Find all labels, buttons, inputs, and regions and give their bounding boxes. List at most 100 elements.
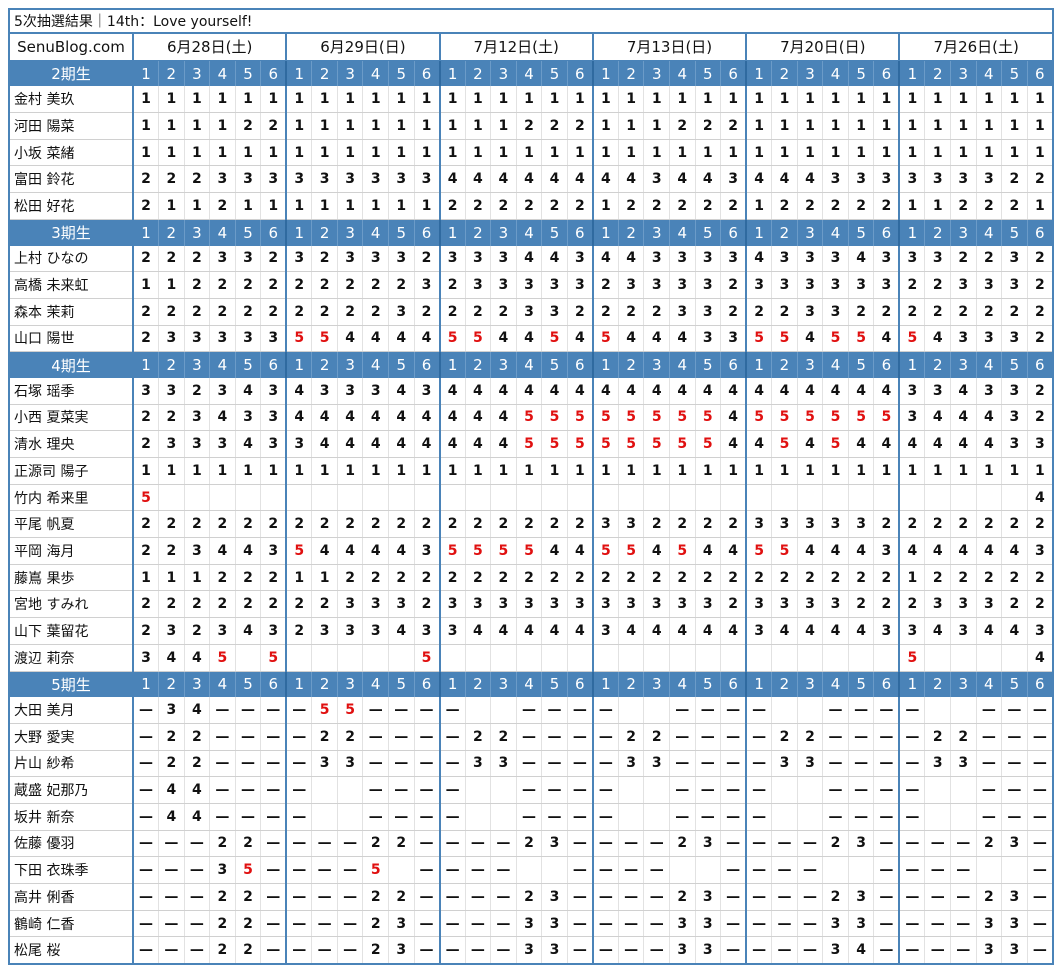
result-cell: — — [1026, 883, 1053, 911]
result-cell: 2 — [975, 192, 1002, 220]
result-cell: — — [413, 883, 440, 911]
result-cell — [336, 644, 363, 672]
result-cell: — — [694, 776, 721, 804]
result-cell: 4 — [158, 803, 185, 831]
result-cell: 4 — [668, 325, 696, 353]
result-cell: — — [362, 723, 389, 751]
result-cell: 3 — [643, 245, 670, 273]
result-cell: 1 — [745, 112, 772, 140]
result-cell — [311, 776, 338, 804]
result-cell: — — [260, 910, 287, 938]
result-cell: — — [438, 856, 466, 884]
result-cell: 4 — [822, 377, 849, 405]
result-cell: 1 — [438, 112, 466, 140]
result-cell: 1 — [413, 112, 440, 140]
result-cell: 2 — [694, 112, 721, 140]
result-cell: 3 — [694, 298, 721, 326]
result-cell — [771, 484, 798, 512]
part-number: 4 — [209, 60, 236, 87]
result-cell: 5 — [541, 404, 568, 432]
result-cell: 3 — [541, 883, 568, 911]
member-row: 山下 葉留花 2 3 2 3 4 3 2 3 3 3 4 3 3 4 4 4 4 4 3 4 4 4 4 4 3 4 4 4 4 3 3 4 3 4… — [9, 617, 1053, 645]
result-cell: 4 — [490, 325, 517, 353]
part-number: 4 — [515, 671, 542, 698]
result-cell: 1 — [591, 86, 619, 114]
result-cell: 2 — [285, 590, 312, 619]
result-cell: 1 — [1001, 457, 1028, 485]
results-sheet: 5次抽選結果｜14th：Love yourself! SenuBlog.com … — [8, 8, 1054, 965]
result-cell: 1 — [387, 86, 415, 114]
result-cell: 4 — [591, 165, 619, 194]
member-name: 片山 紗希 — [9, 750, 134, 778]
result-cell: 3 — [413, 537, 440, 565]
result-cell: 5 — [566, 404, 593, 432]
result-cell: 2 — [183, 617, 210, 645]
result-cell: 5 — [771, 404, 798, 432]
result-cell: 2 — [183, 298, 210, 326]
result-cell: 3 — [950, 271, 977, 299]
result-cell — [438, 484, 466, 512]
result-cell: 1 — [975, 86, 1002, 114]
member-name: 大田 美月 — [9, 697, 134, 724]
result-cell: 3 — [1001, 271, 1028, 299]
result-cell: 3 — [694, 590, 721, 619]
part-number: 1 — [745, 351, 772, 378]
result-cell: 2 — [260, 112, 287, 140]
result-cell: 2 — [1026, 590, 1053, 619]
date-header: 6月28日(土) — [131, 33, 287, 61]
part-number: 3 — [796, 60, 823, 87]
result-cell: 3 — [847, 883, 874, 911]
result-cell: 1 — [873, 86, 900, 114]
member-name: 平岡 海月 — [9, 537, 134, 565]
result-cell: — — [873, 750, 900, 778]
result-cell: 2 — [668, 883, 696, 911]
result-cell: — — [745, 883, 772, 911]
result-cell: 4 — [1001, 617, 1028, 645]
result-cell: 1 — [183, 192, 210, 220]
result-cell: 1 — [924, 192, 951, 220]
result-cell: 3 — [387, 910, 415, 938]
result-cell: 1 — [771, 86, 798, 114]
result-cell: — — [260, 697, 287, 724]
result-cell: 2 — [796, 723, 823, 751]
result-cell: 1 — [566, 139, 593, 167]
result-cell: 3 — [132, 644, 159, 672]
result-cell: 3 — [668, 910, 696, 938]
result-cell: 3 — [975, 377, 1002, 405]
result-cell: 3 — [285, 430, 312, 458]
member-row: 片山 紗希 —2 2— — — —3 3— — — —3 3— — — —3 3— — — —3 3— — — —3 3— —… — [9, 750, 1053, 778]
result-cell: 1 — [1001, 86, 1028, 114]
result-cell: 4 — [413, 404, 440, 432]
result-cell: 3 — [1026, 617, 1053, 645]
result-cell: 1 — [694, 457, 721, 485]
result-cell: 3 — [720, 325, 747, 353]
result-cell: 1 — [234, 86, 261, 114]
result-cell: 3 — [617, 510, 644, 539]
part-number: 5 — [1001, 219, 1028, 246]
result-cell: 4 — [771, 165, 798, 194]
result-cell: 3 — [694, 910, 721, 938]
member-row: 竹内 希来里 5 4 — [9, 484, 1053, 512]
result-cell: 3 — [234, 325, 261, 353]
result-cell: 1 — [311, 457, 338, 485]
result-cell: 2 — [209, 271, 236, 299]
result-cell: 3 — [541, 910, 568, 938]
result-cell: — — [873, 830, 900, 858]
result-cell: 1 — [591, 139, 619, 167]
result-cell: 2 — [413, 245, 440, 273]
result-cell: 4 — [617, 617, 644, 645]
result-cell: 3 — [234, 245, 261, 273]
result-cell: 4 — [771, 617, 798, 645]
result-cell: — — [464, 910, 491, 938]
result-cell — [490, 484, 517, 512]
result-cell: — — [668, 697, 696, 724]
result-cell: 2 — [413, 590, 440, 619]
result-cell: — — [285, 723, 312, 751]
result-cell: — — [438, 910, 466, 938]
result-cell: 1 — [464, 457, 491, 485]
result-cell — [234, 644, 261, 672]
part-number: 5 — [234, 671, 261, 698]
result-cell: 3 — [822, 271, 849, 299]
result-cell: 3 — [771, 750, 798, 778]
result-cell: 2 — [183, 750, 210, 778]
